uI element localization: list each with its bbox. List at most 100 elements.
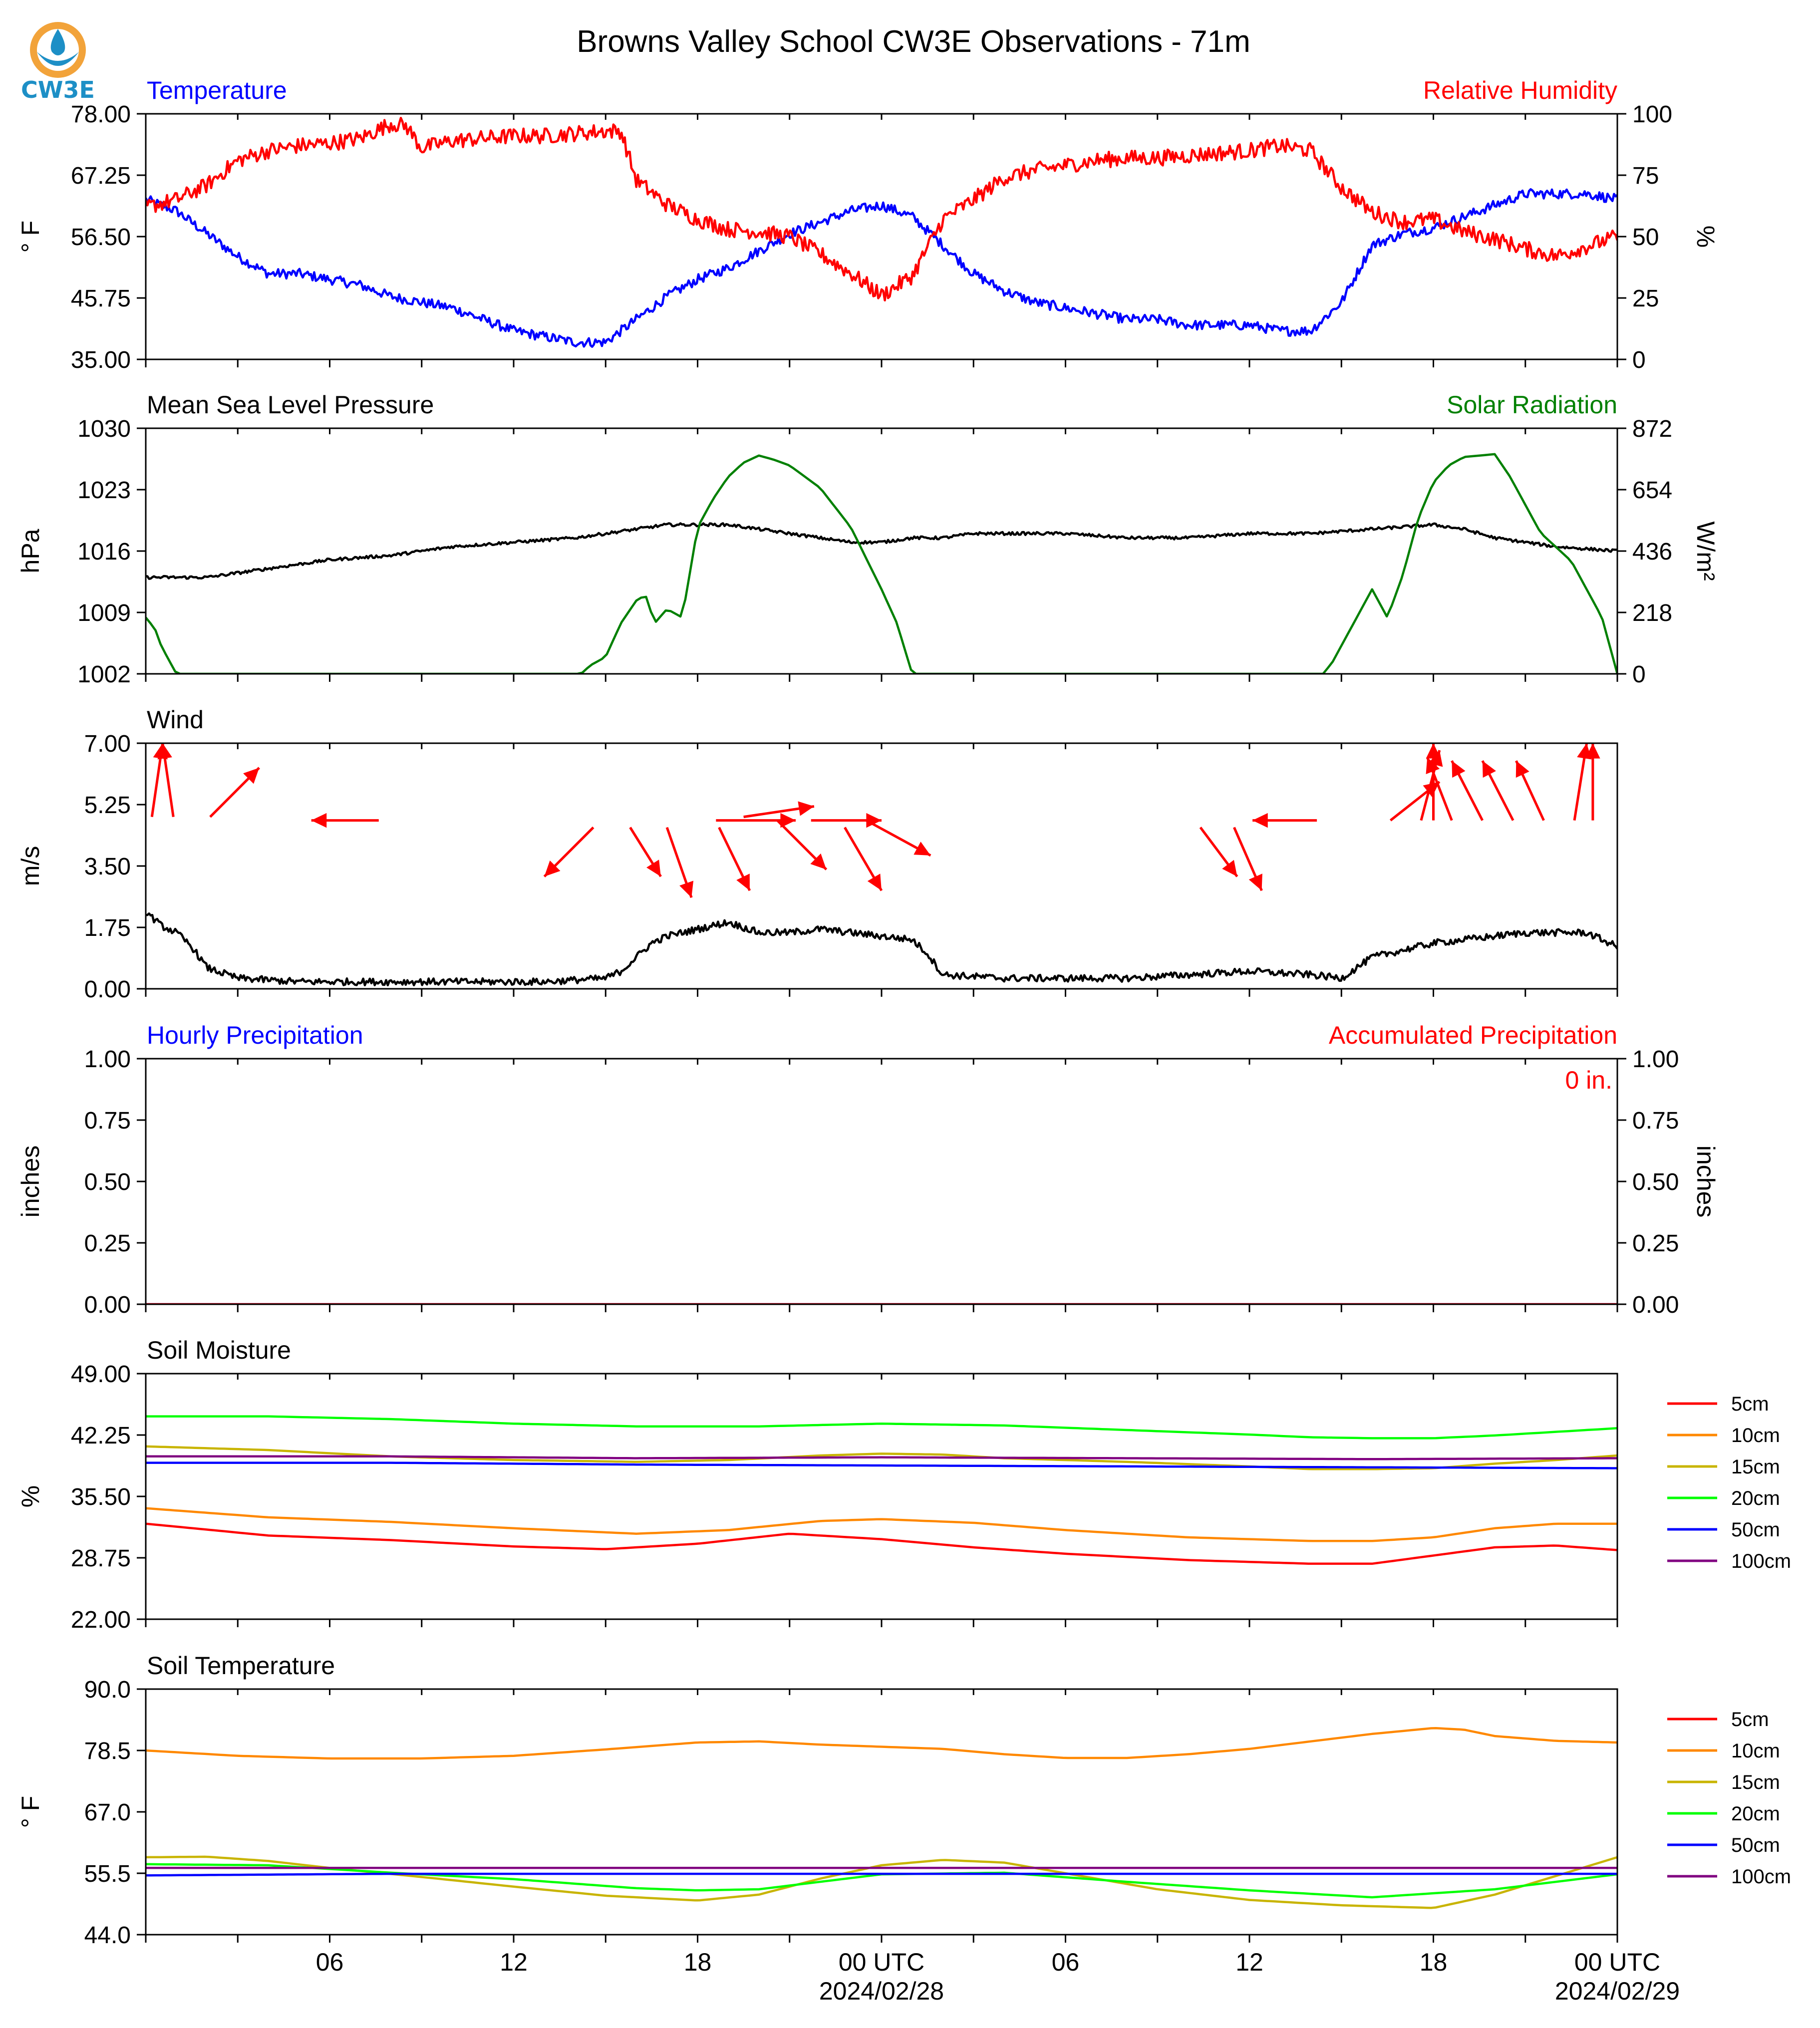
legend-label: 50cm [1731,1519,1780,1541]
wind-arrow-head [798,801,814,816]
y-tick-label-right: 0.75 [1632,1108,1679,1134]
y-tick-label: 1016 [77,539,131,565]
wind-arrow-head [243,768,260,784]
series-group [146,117,1617,348]
panel-right-title: Solar Radiation [1447,391,1617,419]
panel-5: Soil Temperature 44.0 55.5 67.0 78.5 90.0 ° F 5… [16,1652,1791,1949]
y-tick-label-right: 25 [1632,286,1659,312]
panel-right-title: Relative Humidity [1423,76,1617,104]
legend-label: 20cm [1731,1803,1780,1825]
series-line-temperature [146,188,1617,348]
panel-left-title: Soil Temperature [147,1652,335,1680]
wind-arrow-head [736,873,750,891]
series-line-wind-speed [146,912,1617,987]
wind-arrow-head [1452,761,1466,778]
series-line-solar-radiation [146,453,1617,674]
wind-arrow-head [1248,873,1262,891]
series-line-mean-sea-level-pressure [146,522,1617,580]
legend-label: 100cm [1731,1866,1791,1888]
legend-label: 100cm [1731,1550,1791,1572]
y-tick-label: 7.00 [84,731,131,757]
plot-frame [145,1688,1618,1936]
series-group [146,453,1617,674]
wind-arrow-head [544,860,561,877]
drop-icon [50,29,65,55]
wind-arrow-head [780,813,796,828]
legend-label: 50cm [1731,1834,1780,1856]
y-axis-label-right: W/m² [1692,521,1720,580]
y-tick-label: 28.75 [71,1545,131,1572]
wind-arrow-head [646,860,661,877]
logo-text: CW3E [21,76,95,103]
y-axis-label: inches [16,1146,44,1218]
series-group [146,1727,1617,1909]
x-tick-label: 12 [500,1948,528,1976]
y-tick-label: 1030 [77,416,131,442]
y-tick-label: 0.00 [84,1292,131,1318]
y-axis-label-right: inches [1692,1146,1720,1218]
y-tick-label: 0.75 [84,1108,131,1134]
panel-left-title: Mean Sea Level Pressure [147,391,434,419]
panel-4: Soil Moisture 22.00 28.75 35.50 42.25 49.00% 5… [16,1336,1791,1633]
y-tick-label: 1.00 [84,1046,131,1073]
panel-0: Temperature Relative Humidity 35.00 45.75 56… [16,76,1720,373]
series-line-50cm [146,1461,1617,1469]
plot-frame [145,427,1618,675]
x-tick-label: 00 UTC [839,1948,924,1976]
plot-frame [145,113,1618,360]
y-tick-label: 0.50 [84,1169,131,1195]
series-line-20cm [146,1863,1617,1899]
y-tick-label-right: 654 [1632,477,1672,504]
y-tick-label: 56.50 [71,224,131,251]
wind-arrow-head [1252,813,1268,828]
y-tick-label: 0.00 [84,976,131,1003]
logo-water-shape [37,52,79,66]
x-tick-label: 18 [684,1948,712,1976]
wind-arrow-head [810,853,827,870]
wind-arrow-head [913,842,931,856]
y-tick-label: 0.25 [84,1230,131,1257]
series-line-50cm [146,1872,1617,1877]
wind-arrow-head [1516,761,1529,778]
x-tick-label: 00 UTC [1574,1948,1660,1976]
y-tick-label: 1002 [77,661,131,688]
series-line-10cm [146,1507,1617,1542]
y-tick-label: 35.50 [71,1484,131,1510]
series-line-15cm [146,1855,1617,1909]
wind-arrow-head [1585,743,1600,759]
y-axis-label: m/s [16,846,44,886]
y-tick-label-right: 1.00 [1632,1046,1679,1073]
y-tick-label: 44.0 [84,1922,131,1949]
y-tick-label: 45.75 [71,286,131,312]
legend-label: 5cm [1731,1393,1769,1415]
y-tick-label-right: 0.00 [1632,1292,1679,1318]
panel-3: Hourly Precipitation Accumulated Precipit… [16,1021,1720,1318]
wind-arrow-head [679,880,694,898]
legend-label: 10cm [1731,1740,1780,1762]
y-axis-label: ° F [16,221,44,253]
y-tick-label-right: 0 [1632,347,1646,373]
y-tick-label: 49.00 [71,1361,131,1388]
wind-arrow-head [1423,782,1440,797]
page-title: Browns Valley School CW3E Observations -… [577,24,1250,59]
x-date-label: 2024/02/28 [819,1977,944,2005]
y-tick-label: 1.75 [84,915,131,941]
legend-label: 5cm [1731,1709,1769,1731]
y-axis-label-right: % [1692,226,1720,248]
wind-arrow-head [866,813,882,828]
legend-label: 20cm [1731,1487,1780,1509]
y-tick-label-right: 0.25 [1632,1230,1679,1257]
panel-right-title: Accumulated Precipitation [1329,1021,1617,1049]
y-tick-label: 67.0 [84,1799,131,1826]
y-tick-label: 22.00 [71,1607,131,1633]
y-tick-label: 5.25 [84,792,131,819]
y-tick-label-right: 0 [1632,661,1646,688]
y-tick-label: 90.0 [84,1677,131,1703]
wind-arrow-head [867,873,882,891]
y-axis-label: hPa [16,529,44,573]
x-tick-label: 18 [1420,1948,1448,1976]
series-line-20cm [146,1415,1617,1440]
y-axis-label: % [16,1485,44,1507]
panel-2: Wind 0.00 1.75 3.50 5.25 7.00 m/s [16,706,1618,1003]
